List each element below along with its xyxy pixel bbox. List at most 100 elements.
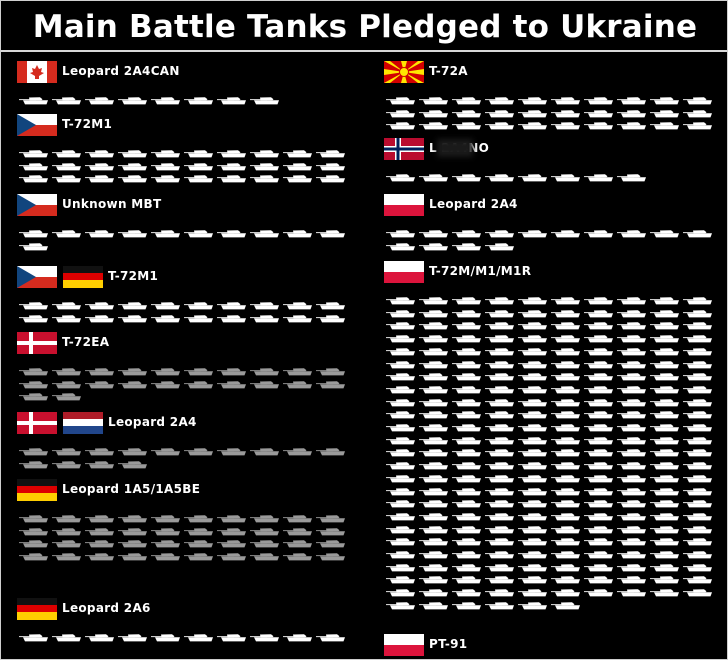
flag-czechia — [17, 194, 57, 216]
tank-icon — [551, 372, 581, 381]
tank-icon — [650, 487, 680, 496]
tank-icon — [452, 461, 482, 470]
group-label: T-72M1 — [62, 117, 113, 131]
tank-icon — [485, 448, 515, 457]
tank-icon — [452, 173, 482, 182]
tank-icon — [551, 601, 581, 610]
tank-icon — [19, 314, 49, 323]
tank-icon — [518, 229, 548, 238]
tank-icon — [650, 121, 680, 130]
tank-icon — [52, 96, 82, 105]
tank-icon — [452, 385, 482, 394]
tank-icon — [518, 96, 548, 105]
flag-netherlands — [63, 412, 103, 434]
tank-icon — [85, 367, 115, 376]
tank-icon — [485, 242, 515, 251]
tank-icon — [283, 162, 313, 171]
group-label: T-72A — [429, 64, 468, 78]
tank-icon — [316, 149, 346, 158]
tank-icon — [551, 229, 581, 238]
tank-icon — [19, 392, 49, 401]
tank-icon — [19, 552, 49, 561]
tank-icon — [617, 474, 647, 483]
tank-icon — [518, 360, 548, 369]
tank-icon — [386, 588, 416, 597]
tank-icon — [584, 309, 614, 318]
tank-icon — [386, 550, 416, 559]
tank-icon — [386, 563, 416, 572]
tank-icon — [452, 96, 482, 105]
tank-icon — [217, 367, 247, 376]
tank-icon — [52, 539, 82, 548]
tank-icon — [485, 487, 515, 496]
tank-icon — [19, 229, 49, 238]
tank-icon — [584, 575, 614, 584]
tank-icon — [452, 321, 482, 330]
tank-icon — [683, 588, 713, 597]
tank-icon — [683, 334, 713, 343]
tank-icon — [584, 173, 614, 182]
tank-icon — [518, 121, 548, 130]
tank-icon — [617, 436, 647, 445]
tank-icon — [617, 173, 647, 182]
tank-icon — [217, 539, 247, 548]
tank-icon — [386, 474, 416, 483]
tank-icon — [419, 448, 449, 457]
tank-icon — [52, 392, 82, 401]
tank-icon — [250, 447, 280, 456]
tank-icon — [452, 372, 482, 381]
tank-icon — [617, 550, 647, 559]
tank-icon — [52, 162, 82, 171]
tank-icon — [118, 633, 148, 642]
tank-icon — [617, 423, 647, 432]
tank-icon — [151, 96, 181, 105]
tank-icon — [19, 447, 49, 456]
tank-icon — [617, 487, 647, 496]
tank-icon — [316, 314, 346, 323]
tank-icon — [551, 525, 581, 534]
tank-icon — [650, 321, 680, 330]
tank-icon — [184, 174, 214, 183]
tank-icon — [683, 525, 713, 534]
tank-icon — [386, 512, 416, 521]
tank-icon — [650, 448, 680, 457]
tank-icon — [683, 121, 713, 130]
tank-icon — [518, 321, 548, 330]
tank-icon — [184, 527, 214, 536]
tank-icon — [386, 121, 416, 130]
tank-icon — [52, 367, 82, 376]
tank-icon — [485, 121, 515, 130]
tank-icon — [85, 301, 115, 310]
tank-icon — [386, 499, 416, 508]
tank-icon — [551, 474, 581, 483]
flag-poland — [384, 194, 424, 216]
tank-icon — [485, 575, 515, 584]
chart-title: Main Battle Tanks Pledged to Ukraine — [32, 9, 698, 45]
tank-icon — [485, 229, 515, 238]
tank-icon — [85, 162, 115, 171]
tank-icon — [683, 550, 713, 559]
tank-icon — [250, 174, 280, 183]
tank-icon — [650, 563, 680, 572]
tank-icon — [283, 314, 313, 323]
tank-icon — [52, 229, 82, 238]
tank-icon — [52, 174, 82, 183]
tank-icon — [283, 229, 313, 238]
tank-icon — [19, 527, 49, 536]
tank-icon — [650, 385, 680, 394]
tank-icon — [419, 588, 449, 597]
tank-icon — [217, 96, 247, 105]
tank-icon — [419, 360, 449, 369]
tank-icon — [151, 229, 181, 238]
tank-icon — [551, 96, 581, 105]
tank-icon — [250, 162, 280, 171]
group-label: Leopard 2A4 — [108, 415, 197, 429]
tank-icon — [283, 633, 313, 642]
tank-icon — [19, 242, 49, 251]
tank-icon — [551, 121, 581, 130]
tank-icon — [316, 514, 346, 523]
tank-icon — [419, 109, 449, 118]
tank-icon — [419, 575, 449, 584]
tank-icon — [452, 436, 482, 445]
flag-czechia — [17, 266, 57, 288]
